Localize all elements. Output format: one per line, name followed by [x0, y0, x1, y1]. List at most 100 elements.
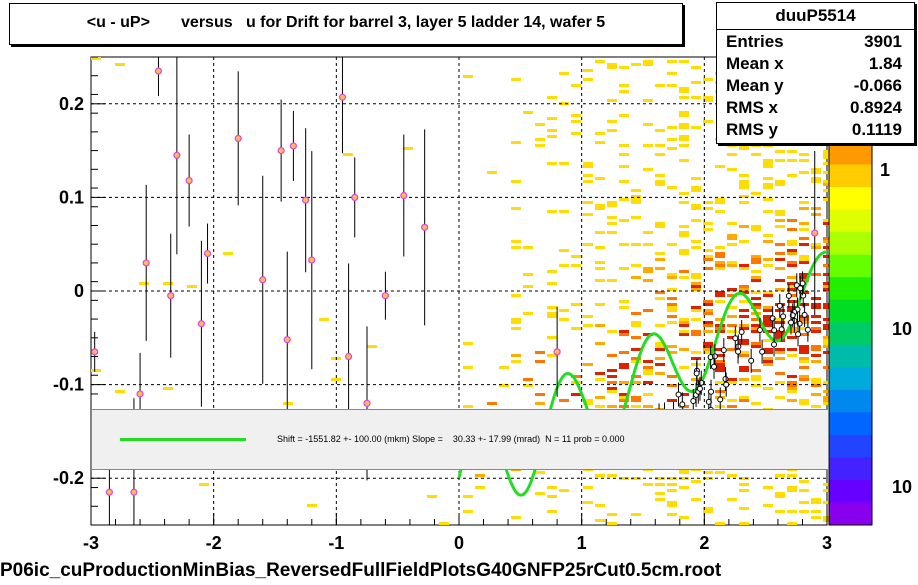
heat-cell — [823, 183, 833, 186]
heat-cell — [571, 375, 581, 378]
heat-cell — [703, 267, 713, 270]
heat-cell — [667, 243, 677, 246]
heat-cell — [763, 177, 773, 180]
heat-cell — [667, 501, 677, 504]
heat-cell — [703, 312, 713, 315]
heat-cell — [583, 180, 593, 183]
heat-cell — [727, 474, 737, 477]
heat-cell — [763, 387, 773, 390]
heat-cell — [751, 228, 761, 231]
heat-cell — [571, 393, 581, 396]
heat-cell — [595, 396, 605, 399]
heat-cell — [595, 519, 605, 522]
heat-cell — [679, 90, 689, 93]
heat-cell — [511, 354, 521, 357]
color-scale-band — [829, 232, 872, 256]
heat-cell — [775, 279, 785, 282]
heat-cell — [823, 240, 833, 243]
heat-cell — [751, 345, 761, 348]
heat-cell — [787, 474, 797, 477]
heat-cell — [775, 183, 785, 186]
heat-cell — [763, 183, 773, 186]
heat-cell — [559, 264, 569, 267]
profile-point — [421, 223, 429, 231]
heat-cell — [787, 384, 797, 387]
profile-point — [795, 331, 802, 338]
heat-cell — [487, 171, 497, 174]
heat-cell — [583, 315, 593, 318]
heat-cell — [511, 294, 521, 297]
heat-cell — [679, 114, 689, 117]
heat-cell — [667, 297, 677, 300]
heat-cell — [799, 222, 809, 225]
heat-cell — [667, 276, 677, 279]
heat-cell — [511, 318, 521, 321]
heat-cell — [643, 333, 653, 336]
heat-cell — [679, 231, 689, 234]
fit-legend-line — [120, 438, 246, 441]
heat-cell — [787, 306, 797, 309]
heat-cell — [691, 285, 701, 288]
heat-cell — [535, 402, 545, 405]
title-box: <u - uP> versus u for Drift for barrel 3… — [9, 3, 683, 45]
heat-cell — [751, 258, 761, 261]
heat-cell — [511, 240, 521, 243]
heat-cell — [619, 84, 629, 87]
heat-cell — [583, 162, 593, 165]
heat-cell — [547, 495, 557, 498]
heat-cell — [91, 369, 101, 372]
heat-cell — [799, 375, 809, 378]
heat-cell — [679, 225, 689, 228]
heat-cell — [811, 177, 821, 180]
heat-cell — [199, 483, 209, 486]
heat-cell — [667, 303, 677, 306]
heat-cell — [811, 243, 821, 246]
heat-cell — [751, 402, 761, 405]
heat-cell — [763, 234, 773, 237]
heat-cell — [823, 339, 833, 342]
heat-cell — [655, 483, 665, 486]
heat-cell — [679, 471, 689, 474]
heat-cell — [547, 306, 557, 309]
heat-cell — [811, 315, 821, 318]
heat-cell — [751, 261, 761, 264]
heat-cell — [823, 219, 833, 222]
heat-cell — [775, 210, 785, 213]
heat-cell — [715, 471, 725, 474]
heat-cell — [463, 495, 473, 498]
heat-cell — [739, 354, 749, 357]
heat-cell — [727, 315, 737, 318]
heat-cell — [619, 90, 629, 93]
profile-point — [788, 319, 795, 326]
heat-cell — [715, 165, 725, 168]
heat-cell — [739, 174, 749, 177]
heat-cell — [739, 144, 749, 147]
heat-cell — [667, 60, 677, 63]
heat-cell — [751, 324, 761, 327]
heat-cell — [787, 375, 797, 378]
heat-cell — [691, 276, 701, 279]
heat-cell — [547, 270, 557, 273]
heat-cell — [811, 207, 821, 210]
heat-cell — [799, 159, 809, 162]
heat-cell — [775, 357, 785, 360]
heat-cell — [811, 378, 821, 381]
heat-cell — [607, 354, 617, 357]
heat-cell — [655, 84, 665, 87]
heat-cell — [739, 477, 749, 480]
heat-cell — [643, 381, 653, 384]
heat-cell — [631, 399, 641, 402]
heat-cell — [559, 249, 569, 252]
profile-point — [142, 259, 150, 267]
heat-cell — [655, 372, 665, 375]
heat-cell — [787, 261, 797, 264]
heat-cell — [799, 366, 809, 369]
heat-cell — [631, 198, 641, 201]
heat-cell — [823, 342, 833, 345]
heat-cell — [691, 378, 701, 381]
profile-point — [780, 313, 787, 320]
heat-cell — [667, 84, 677, 87]
heat-cell — [763, 318, 773, 321]
heat-cell — [799, 258, 809, 261]
heat-cell — [703, 207, 713, 210]
